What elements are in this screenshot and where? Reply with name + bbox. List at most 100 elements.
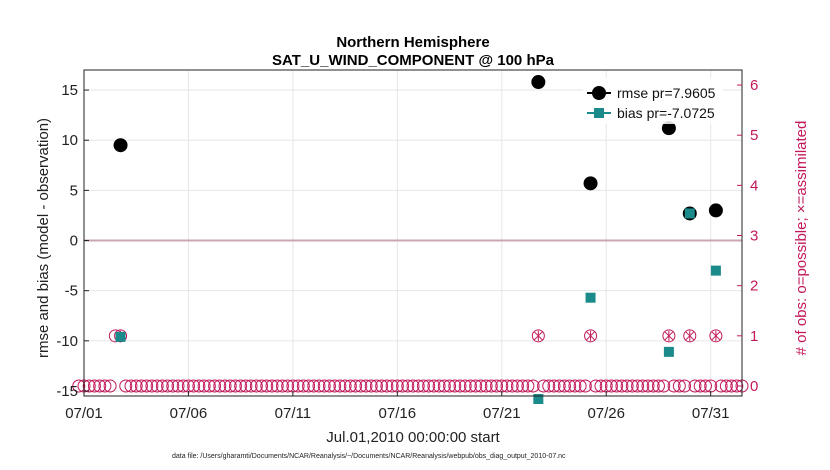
legend-bias-label: bias pr=-7.0725 xyxy=(617,105,715,121)
right-tick-label: 0 xyxy=(750,378,758,395)
legend-bias-marker xyxy=(594,108,604,118)
obs-count-point xyxy=(714,379,728,393)
obs-count-point xyxy=(463,379,477,393)
obs-count-point xyxy=(422,379,436,393)
x-tick-label: 07/06 xyxy=(170,405,208,422)
obs-count-point xyxy=(333,379,347,393)
obs-count-point xyxy=(568,379,582,393)
left-tick-label: -15 xyxy=(56,383,78,400)
obs-count-point xyxy=(338,379,352,393)
obs-count-point xyxy=(208,379,222,393)
obs-count-point xyxy=(651,379,665,393)
legend-rmse-marker xyxy=(592,86,606,100)
obs-count-point xyxy=(693,379,707,393)
obs-count-point xyxy=(521,379,535,393)
obs-count-point xyxy=(448,379,462,393)
obs-count-point xyxy=(557,379,571,393)
obs-count-point xyxy=(312,379,326,393)
obs-count-point xyxy=(625,379,639,393)
obs-count-point xyxy=(197,379,211,393)
obs-count-point xyxy=(688,379,702,393)
obs-count-point xyxy=(584,329,598,343)
obs-count-point xyxy=(401,379,415,393)
obs-count-point xyxy=(98,379,112,393)
obs-count-point xyxy=(594,379,608,393)
bias-point xyxy=(710,265,721,276)
obs-count-point xyxy=(354,379,368,393)
right-tick-label: 2 xyxy=(750,278,758,295)
obs-count-point xyxy=(683,329,697,343)
x-tick-label: 07/16 xyxy=(379,405,417,422)
obs-count-point xyxy=(176,379,190,393)
obs-count-point xyxy=(322,379,336,393)
obs-count-point xyxy=(260,379,274,393)
obs-count-point xyxy=(192,379,206,393)
obs-count-point xyxy=(265,379,279,393)
obs-count-point xyxy=(103,379,117,393)
obs-count-point xyxy=(604,379,618,393)
legend-box xyxy=(583,78,723,124)
rmse-point xyxy=(708,203,723,218)
obs-count-point xyxy=(134,379,148,393)
obs-count-point xyxy=(281,379,295,393)
x-tick-label: 07/11 xyxy=(275,405,311,422)
obs-count-point xyxy=(552,379,566,393)
obs-count-point xyxy=(72,379,86,393)
obs-count-point xyxy=(698,379,712,393)
bias-series xyxy=(115,208,721,405)
obs-count-point xyxy=(505,379,519,393)
obs-count-point xyxy=(542,379,556,393)
obs-count-point xyxy=(443,379,457,393)
obs-count-point xyxy=(453,379,467,393)
obs-count-point xyxy=(719,379,733,393)
obs-count-point xyxy=(291,379,305,393)
obs-count-point xyxy=(155,379,169,393)
obs-count-point xyxy=(218,379,232,393)
left-tick-label: -10 xyxy=(56,333,78,350)
obs-count-point xyxy=(411,379,425,393)
obs-count-point xyxy=(667,379,681,393)
obs-count-point xyxy=(500,379,514,393)
obs-count-point xyxy=(255,379,269,393)
legend-rmse-label: rmse pr=7.9605 xyxy=(617,85,716,101)
obs-count-point xyxy=(307,379,321,393)
obs-count-point xyxy=(490,379,504,393)
obs-count-point xyxy=(578,379,592,393)
bias-point xyxy=(115,331,126,342)
plot-frame xyxy=(83,69,743,397)
obs-count-point xyxy=(484,379,498,393)
left-tick-label: 15 xyxy=(61,82,78,99)
obs-count-point xyxy=(469,379,483,393)
rmse-point xyxy=(583,176,598,191)
obs-count-point xyxy=(228,379,242,393)
x-axis-ticks: 07/01 07/06 07/11 07/16 07/21 07/26 07/31 xyxy=(65,391,729,422)
obs-count-point xyxy=(432,379,446,393)
left-axis-ticks: -15 -10 -5 0 5 10 15 xyxy=(56,82,89,400)
obs-count-point xyxy=(516,379,530,393)
chart-subtitle: SAT_U_WIND_COMPONENT @ 100 hPa xyxy=(272,52,555,69)
bias-point xyxy=(663,346,674,357)
obs-count-point xyxy=(150,379,164,393)
right-tick-label: 3 xyxy=(750,228,758,245)
obs-count-point xyxy=(615,379,629,393)
obs-count-point xyxy=(573,379,587,393)
rmse-point xyxy=(113,138,128,153)
right-tick-label: 5 xyxy=(750,127,758,144)
right-tick-label: 6 xyxy=(750,77,758,94)
obs-count-point xyxy=(547,379,561,393)
data-file-footnote: data file: /Users/gharamti/Documents/NCA… xyxy=(172,453,566,460)
left-tick-label: 0 xyxy=(70,233,78,250)
x-tick-label: 07/01 xyxy=(65,405,103,422)
obs-count-point xyxy=(458,379,472,393)
obs-count-point xyxy=(657,379,671,393)
obs-count-point xyxy=(364,379,378,393)
obs-count-point xyxy=(646,379,660,393)
obs-count-markers xyxy=(72,329,749,393)
obs-count-point xyxy=(672,379,686,393)
obs-count-point xyxy=(124,379,138,393)
obs-count-point xyxy=(385,379,399,393)
obs-count-point xyxy=(474,379,488,393)
obs-count-point xyxy=(328,379,342,393)
obs-count-point xyxy=(87,379,101,393)
